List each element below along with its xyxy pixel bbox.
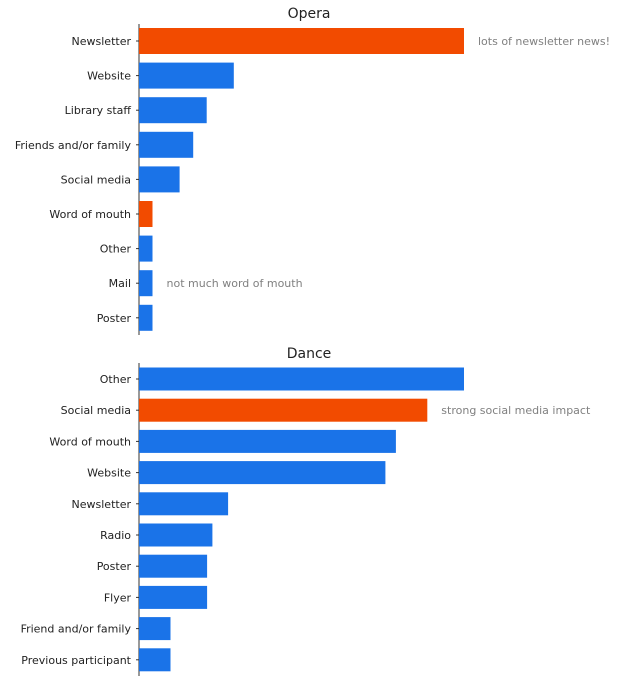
opera-bar-social-media	[139, 166, 180, 193]
dance-bar-friend-and-or-family	[139, 617, 171, 641]
dance-bar-other	[139, 367, 464, 391]
opera-bar-other	[139, 235, 153, 262]
opera-tick-label-newsletter: Newsletter	[72, 35, 132, 48]
dance-bar-word-of-mouth	[139, 429, 396, 453]
dance-bar-social-media	[139, 398, 428, 422]
dance-tick-label-website: Website	[87, 467, 131, 480]
opera-bar-library-staff	[139, 97, 207, 124]
opera-bar-newsletter	[139, 28, 464, 54]
dance-tick-label-friend-and-or-family: Friend and/or family	[21, 623, 132, 636]
dance-tick-label-newsletter: Newsletter	[72, 498, 132, 511]
opera-tick-label-other: Other	[100, 243, 132, 256]
opera-tick-label-mail: Mail	[109, 277, 131, 290]
dance-chart-title: Dance	[287, 346, 332, 362]
dance-bar-radio	[139, 523, 213, 547]
dance-bar-newsletter	[139, 492, 229, 516]
dance-tick-label-flyer: Flyer	[104, 591, 132, 604]
dance-bar-previous-participant	[139, 648, 171, 672]
dance-tick-label-previous-participant: Previous participant	[21, 654, 131, 667]
dance-tick-label-other: Other	[100, 373, 132, 386]
dance-tick-label-word-of-mouth: Word of mouth	[49, 435, 131, 448]
opera-tick-label-word-of-mouth: Word of mouth	[49, 208, 131, 221]
opera-tick-label-poster: Poster	[97, 312, 132, 325]
opera-tick-label-social-media: Social media	[61, 173, 131, 186]
dance-bar-poster	[139, 554, 208, 578]
dance-bar-website	[139, 461, 386, 485]
opera-bar-word-of-mouth	[139, 201, 153, 227]
opera-bar-poster	[139, 304, 153, 331]
dance-annotation-0: strong social media impact	[441, 404, 591, 417]
dance-bar-flyer	[139, 585, 208, 609]
opera-tick-label-website: Website	[87, 70, 131, 83]
opera-annotation-1: not much word of mouth	[167, 277, 303, 290]
dance-tick-label-social-media: Social media	[61, 404, 131, 417]
opera-bar-website	[139, 62, 234, 89]
opera-bar-friends-and-or-family	[139, 131, 194, 158]
opera-chart-title: Opera	[288, 6, 331, 22]
opera-tick-label-friends-and-or-family: Friends and/or family	[15, 139, 132, 152]
dance-tick-label-poster: Poster	[97, 560, 132, 573]
dance-chart: Dance Other Social media strong social med…	[21, 346, 591, 676]
opera-annotation-0: lots of newsletter news!	[478, 35, 610, 48]
opera-bar-mail	[139, 270, 153, 297]
opera-chart: Opera Newsletter lots of newsletter news!…	[15, 6, 610, 335]
opera-tick-label-library-staff: Library staff	[65, 104, 132, 117]
dance-tick-label-radio: Radio	[100, 529, 131, 542]
